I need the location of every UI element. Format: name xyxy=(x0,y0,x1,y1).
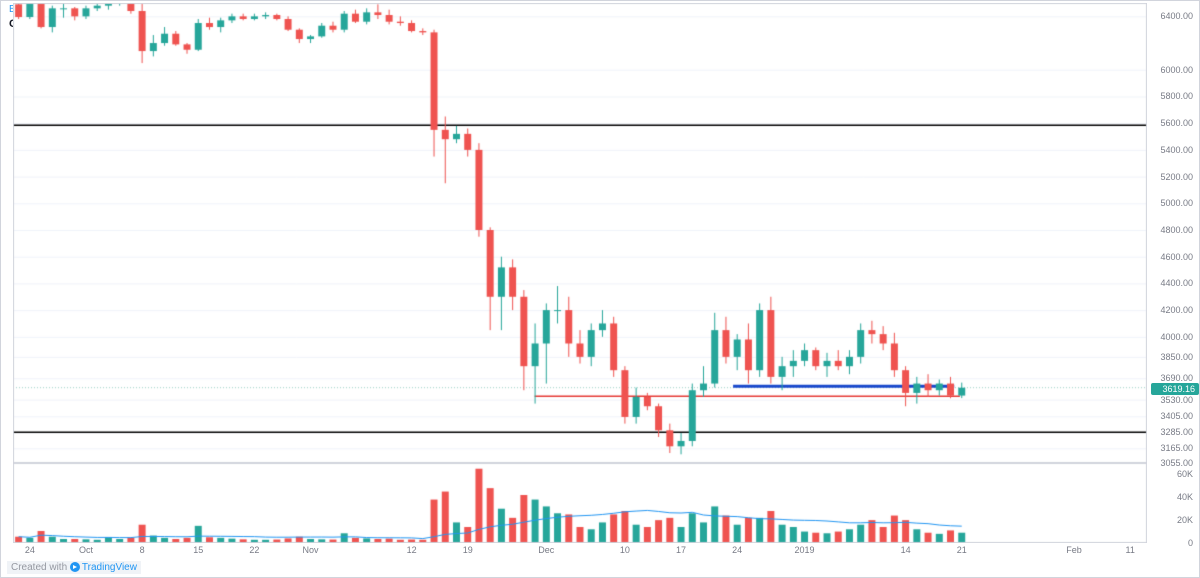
tradingview-link[interactable]: TradingView xyxy=(82,562,137,573)
price-tick: 3405.00 xyxy=(1145,411,1193,421)
price-tick: 3165.00 xyxy=(1145,443,1193,453)
watermark-footer: Created with TradingView xyxy=(7,561,141,574)
price-tick: 6000.00 xyxy=(1145,65,1193,75)
volume-tick: 0 xyxy=(1145,538,1193,548)
time-tick: 24 xyxy=(25,545,35,555)
price-tick: 5800.00 xyxy=(1145,91,1193,101)
time-x-axis: 24 Oct 8 15 22 Nov 12 19 Dec 10 17 24 2019 14 21 Feb 11 xyxy=(13,543,1147,561)
price-tick: 4600.00 xyxy=(1145,252,1193,262)
price-chart[interactable] xyxy=(13,3,1147,463)
price-tick: 4200.00 xyxy=(1145,305,1193,315)
time-tick: 11 xyxy=(1125,545,1134,555)
time-tick: 19 xyxy=(463,545,473,555)
time-tick: Oct xyxy=(79,545,93,555)
price-tick: 5000.00 xyxy=(1145,198,1193,208)
time-tick: 17 xyxy=(676,545,686,555)
price-tick: 3619.16 xyxy=(1151,383,1199,395)
volume-chart[interactable] xyxy=(13,463,1147,543)
time-tick: 15 xyxy=(193,545,203,555)
price-tick: 4000.00 xyxy=(1145,332,1193,342)
price-tick: 3285.00 xyxy=(1145,427,1193,437)
time-tick: 8 xyxy=(140,545,145,555)
volume-tick: 20K xyxy=(1145,515,1193,525)
price-tick: 5400.00 xyxy=(1145,145,1193,155)
time-tick: Feb xyxy=(1066,545,1082,555)
chart-container: Bitcoin_Schmitcoin published on TradingV… xyxy=(0,0,1200,578)
time-tick: 12 xyxy=(407,545,417,555)
time-tick: 14 xyxy=(901,545,911,555)
price-tick: 4800.00 xyxy=(1145,225,1193,235)
volume-tick: 60K xyxy=(1145,469,1193,479)
price-tick: 3850.00 xyxy=(1145,352,1193,362)
time-tick: Nov xyxy=(303,545,319,555)
price-tick: 5600.00 xyxy=(1145,118,1193,128)
time-tick: Dec xyxy=(538,545,554,555)
time-tick: 10 xyxy=(620,545,630,555)
price-tick: 6400.00 xyxy=(1145,11,1193,21)
price-tick: 3690.00 xyxy=(1145,373,1193,383)
price-tick: 5200.00 xyxy=(1145,172,1193,182)
volume-y-axis: 020K40K60K xyxy=(1145,463,1199,543)
time-tick: 2019 xyxy=(795,545,815,555)
price-tick: 3530.00 xyxy=(1145,395,1193,405)
volume-tick: 40K xyxy=(1145,492,1193,502)
price-tick: 4400.00 xyxy=(1145,278,1193,288)
time-tick: 24 xyxy=(732,545,742,555)
tradingview-logo-icon xyxy=(70,562,80,572)
time-tick: 21 xyxy=(957,545,967,555)
price-y-axis: 3055.003165.003285.003405.003530.003619.… xyxy=(1145,3,1199,463)
time-tick: 22 xyxy=(249,545,259,555)
